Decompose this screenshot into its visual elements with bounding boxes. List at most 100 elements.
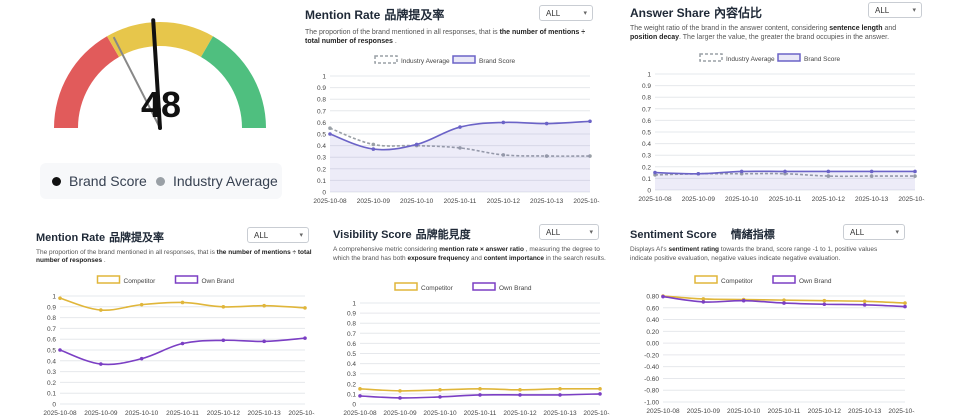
y-tick-label: 0.60 bbox=[646, 305, 659, 312]
legend-swatch bbox=[772, 275, 796, 284]
x-tick-label: 2025-10-13 bbox=[530, 198, 564, 205]
answer-share-chart: Industry Average Brand Score 0 0.1 0.2 0.3 0.4… bbox=[638, 53, 925, 203]
desc-text: and bbox=[469, 254, 484, 262]
desc-text: . The larger the value, the greater the … bbox=[679, 34, 890, 41]
data-point bbox=[782, 301, 786, 305]
x-tick-label: 2025-10-09 bbox=[383, 410, 417, 417]
range-select[interactable]: ALL ▾ bbox=[843, 224, 905, 240]
panel-title-zh: 品牌提及率 bbox=[109, 232, 165, 244]
y-tick-label: 0.6 bbox=[317, 120, 326, 127]
series-area bbox=[330, 121, 590, 192]
legend-swatch bbox=[96, 275, 121, 284]
x-tick-label: 2025-10-12 bbox=[207, 410, 241, 417]
data-point bbox=[544, 154, 549, 158]
gauge-value: 48 bbox=[140, 84, 182, 125]
chart-legend: Competitor Own Brand bbox=[694, 275, 832, 285]
panel-title: Mention Rate 品牌提及率 bbox=[36, 229, 164, 245]
y-tick-label: -0.60 bbox=[644, 376, 659, 383]
data-point bbox=[99, 362, 103, 366]
y-tick-label: -0.40 bbox=[644, 364, 659, 371]
desc-text: Displays AI's bbox=[630, 246, 669, 253]
panel-title-zh: 品牌能見度 bbox=[415, 229, 471, 241]
sentiment-score-chart: Competitor Own Brand -1.00 -0.80 -0.60 -0.40 -… bbox=[644, 275, 915, 415]
panel-title: Answer Share 內容佔比 bbox=[630, 4, 762, 21]
visibility-score-panel: Visibility Score 品牌能見度 ALL ▾ A comprehensi… bbox=[330, 222, 615, 420]
gauge-low-segment bbox=[54, 36, 119, 128]
x-tick-label: 2025-10-09 bbox=[84, 410, 118, 417]
y-tick-label: 0.9 bbox=[317, 85, 326, 92]
data-point bbox=[371, 147, 376, 151]
legend-industry-average[interactable]: Industry Average bbox=[156, 173, 278, 189]
y-tick-label: 0.4 bbox=[347, 361, 356, 368]
x-tick-label: 2025-10-12 bbox=[503, 410, 537, 417]
chart-legend: Competitor Own Brand bbox=[96, 275, 235, 285]
x-tick-label: 2025-10-10 bbox=[725, 196, 759, 203]
legend-brand-score-label: Brand Score bbox=[69, 173, 147, 189]
y-tick-label: 0.5 bbox=[347, 351, 356, 358]
panel-title: Mention Rate 品牌提及率 bbox=[305, 6, 444, 23]
x-tick-label: 2025-10-10 bbox=[727, 408, 761, 415]
y-tick-label: 0.8 bbox=[642, 95, 651, 102]
desc-bold: sentiment rating bbox=[668, 246, 720, 253]
chart-legend: Industry Average Brand Score bbox=[374, 55, 516, 65]
x-tick-label: 2025-10-13 bbox=[248, 410, 282, 417]
x-tick-label: 2025-10-11 bbox=[464, 410, 497, 417]
data-point bbox=[221, 338, 226, 343]
legend-swatch bbox=[694, 275, 718, 284]
y-tick-label: 0.8 bbox=[47, 315, 56, 322]
y-tick-label: 0.7 bbox=[347, 331, 356, 338]
y-tick-label: 0.6 bbox=[47, 337, 56, 344]
mention-rate-chart-top: Industry Average Brand Score 0 0.1 0.2 0.3 0.4… bbox=[313, 55, 600, 205]
data-point bbox=[438, 388, 442, 392]
x-tick-label: 2025-10-11 bbox=[166, 410, 199, 417]
data-point bbox=[598, 387, 602, 391]
legend-swatch bbox=[374, 55, 398, 64]
legend-label: Industry Average bbox=[726, 56, 775, 63]
legend-swatch bbox=[394, 282, 418, 291]
y-tick-label: 0.5 bbox=[47, 348, 56, 355]
desc-bold: exposure frequency bbox=[407, 254, 470, 262]
y-tick-label: 0 bbox=[647, 188, 651, 195]
gauge-legend: Brand Score Industry Average bbox=[40, 163, 282, 199]
panel-title-en: Mention Rate bbox=[36, 232, 106, 244]
y-tick-label: 0.40 bbox=[646, 317, 659, 324]
desc-text-end: . bbox=[102, 257, 106, 264]
y-tick-label: 0.2 bbox=[347, 381, 356, 388]
range-select[interactable]: ALL ▾ bbox=[247, 227, 309, 243]
legend-label: Competitor bbox=[124, 278, 157, 285]
series-area bbox=[655, 171, 915, 190]
legend-label: Competitor bbox=[421, 285, 454, 292]
data-point bbox=[903, 301, 907, 305]
desc-bold: the number of mentions ÷ total number of… bbox=[36, 249, 312, 264]
legend-brand-score[interactable]: Brand Score bbox=[52, 173, 147, 189]
data-point bbox=[558, 393, 562, 397]
data-point bbox=[653, 170, 657, 175]
panel-title-zh: 情緒指標 bbox=[730, 229, 775, 241]
industry-average-dot bbox=[156, 176, 165, 186]
data-point bbox=[458, 125, 462, 129]
data-point bbox=[58, 348, 62, 352]
data-point bbox=[913, 174, 917, 178]
range-select[interactable]: ALL ▾ bbox=[868, 2, 922, 18]
legend-label: Own Brand bbox=[202, 278, 235, 285]
legend-label: Own Brand bbox=[799, 278, 832, 285]
data-point bbox=[371, 142, 376, 147]
y-tick-label: 1 bbox=[647, 72, 651, 79]
panel-description: A comprehensive metric considering menti… bbox=[333, 246, 608, 263]
mention-rate-panel-bottom: Mention Rate 品牌提及率 ALL ▾ The proportion of… bbox=[30, 222, 320, 420]
data-point bbox=[139, 302, 144, 307]
range-select[interactable]: ALL ▾ bbox=[539, 5, 593, 21]
y-tick-label: 0.9 bbox=[642, 83, 651, 90]
data-point bbox=[826, 169, 831, 174]
data-point bbox=[822, 302, 827, 307]
desc-text: and bbox=[882, 25, 897, 32]
data-point bbox=[696, 171, 701, 176]
data-point bbox=[782, 298, 786, 302]
x-tick-label: 2025-10-14 bbox=[898, 196, 925, 203]
data-point bbox=[58, 296, 62, 300]
data-point bbox=[139, 356, 144, 361]
legend-industry-average-label: Industry Average bbox=[173, 173, 278, 189]
y-tick-label: 0.3 bbox=[347, 371, 356, 378]
range-select[interactable]: ALL ▾ bbox=[539, 224, 599, 240]
data-point bbox=[358, 394, 362, 398]
